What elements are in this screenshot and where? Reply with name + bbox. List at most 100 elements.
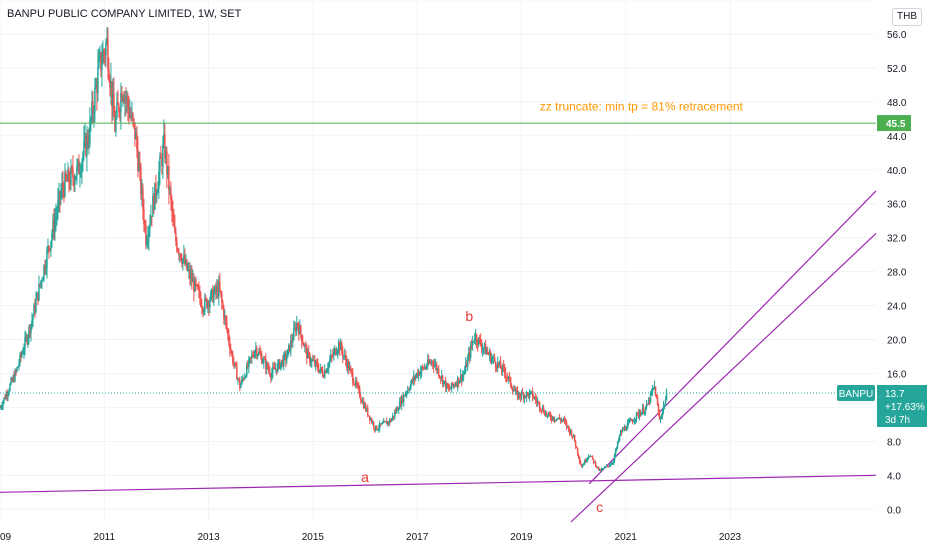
candle-body [386,421,389,425]
x-tick-label: 2015 [302,532,325,543]
candle-body [662,405,665,411]
candle-body [343,355,345,357]
candle-body [135,133,137,140]
candle-body [452,384,455,386]
candle-body [586,457,589,461]
candle-body [380,423,383,425]
candle-body [393,411,396,417]
symbol-tag [837,384,875,401]
currency-badge[interactable]: THB [892,8,922,26]
candle-body [153,195,155,210]
candle-body [400,396,403,406]
candle-body [580,464,583,468]
candle-body [310,362,312,364]
candle-body [607,465,610,467]
y-tick-label: 36.0 [887,200,907,211]
y-tick-label: 48.0 [887,98,907,109]
candle-body [475,334,478,343]
candle-body [590,455,593,457]
candle-body [314,360,316,366]
candle-body [498,361,501,366]
wave-label-a: a [361,469,369,485]
candle-body [423,367,426,369]
candle-body [587,456,590,458]
candle-body [86,135,88,156]
candle-body [333,351,335,356]
candle-body [495,366,498,369]
time-axis[interactable]: 2009 2011 2013 2015 2017 2019 2021 2023 [0,532,742,543]
candle-body [444,380,447,389]
candle-body [296,323,298,332]
candle-body [120,92,122,113]
candle-body [64,172,66,196]
candle-body [286,357,288,361]
candle-body [395,407,398,413]
candle-body [553,419,556,421]
candle-body [176,241,178,251]
candle-body [661,410,664,416]
candle-body [60,192,62,200]
candle-body [147,238,149,242]
candle-body [350,367,352,370]
candle-body [522,393,525,399]
last-price-value: 13.7 [885,389,905,400]
candle-body [357,385,359,387]
level-price-label: 45.5 [886,119,906,130]
candle-body [647,399,650,405]
candle-body [484,343,487,355]
candle-body [464,363,467,372]
candle-body [107,37,109,71]
candle-body [613,455,616,461]
candle-body [57,200,59,213]
candle-body [582,464,585,466]
candle-body [507,376,510,379]
candle-body [202,307,204,312]
candle-body [369,418,372,421]
candle-body [32,315,34,321]
candle-body [100,52,102,71]
candle-body [92,101,94,113]
candle-body [208,302,210,308]
candle-body [502,365,505,368]
candle-body [239,379,241,388]
price-axis[interactable]: 0.04.08.012.016.020.024.028.032.036.040.… [877,30,927,516]
y-tick-label: 4.0 [887,471,901,482]
candle-body [505,377,508,379]
candle-body [276,368,278,372]
candle-body [318,368,320,373]
candle-body [271,372,273,378]
candle-body [467,352,470,359]
candle-body [349,367,351,371]
candle-body [539,408,542,410]
candle-body [409,383,412,389]
candle-body [382,421,385,424]
candle-body [375,425,378,430]
candle-body [161,158,163,167]
candle-body [30,324,32,334]
candle-body [615,447,618,450]
candle-body [3,397,5,402]
candle-body [142,188,144,210]
candle-body [645,404,648,408]
candle-body [1,406,3,408]
candle-body [327,368,329,371]
candle-body [140,167,142,195]
candle-body [186,259,188,270]
candle-body [0,407,2,409]
candle-body [636,412,639,414]
candle-body [474,334,477,340]
candle-body [370,418,373,423]
candle-body [10,379,12,385]
candle-body [117,102,119,105]
candle-body [460,374,463,381]
candle-body [458,380,461,384]
candle-body [206,298,208,308]
drawing-trendlines[interactable] [0,190,877,523]
candle-body [188,269,190,271]
candle-body [104,53,106,56]
candle-body [336,353,338,355]
candle-body [518,392,521,397]
candle-body [35,299,37,312]
candle-body [254,351,256,357]
